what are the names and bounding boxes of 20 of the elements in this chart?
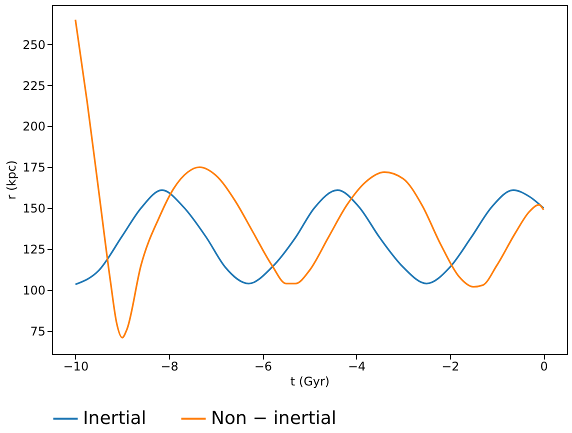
y-tick-label: 125 bbox=[22, 242, 46, 257]
x-tick-label: −6 bbox=[254, 360, 272, 374]
x-tick-label: 0 bbox=[540, 360, 548, 374]
line-series bbox=[74, 18, 544, 338]
y-axis-title: r (kpc) bbox=[4, 160, 19, 200]
y-tick-label: 100 bbox=[22, 284, 46, 298]
x-tick-label: −10 bbox=[63, 360, 89, 374]
x-tick-label: −2 bbox=[442, 360, 460, 374]
y-tick-label: 175 bbox=[22, 160, 46, 175]
y-tick-label: 75 bbox=[30, 324, 46, 339]
legend-label: Non − inertial bbox=[211, 408, 336, 429]
line-series bbox=[74, 189, 544, 286]
legend-label: Inertial bbox=[83, 408, 146, 429]
y-tick-label: 250 bbox=[22, 38, 46, 52]
y-tick-label: 225 bbox=[22, 78, 46, 93]
x-axis-title: t (Gyr) bbox=[290, 374, 330, 388]
y-tick-label: 200 bbox=[22, 120, 46, 134]
y-tick-label: 150 bbox=[22, 202, 46, 216]
x-tick-label: −8 bbox=[160, 360, 178, 374]
x-tick-label: −4 bbox=[348, 360, 366, 374]
